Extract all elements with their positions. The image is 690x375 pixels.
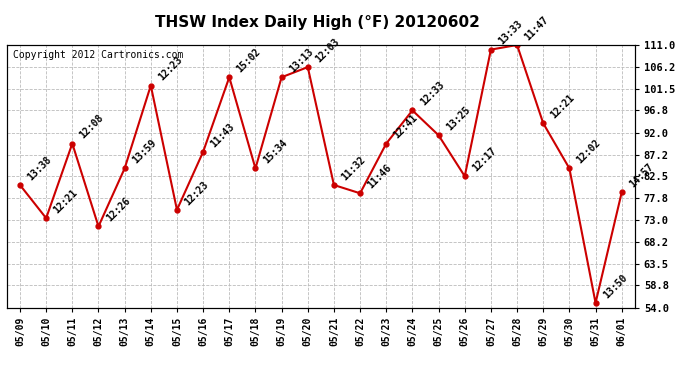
Text: 11:43: 11:43 — [208, 121, 237, 149]
Text: THSW Index Daily High (°F) 20120602: THSW Index Daily High (°F) 20120602 — [155, 15, 480, 30]
Text: 12:21: 12:21 — [52, 188, 79, 215]
Text: 14:57: 14:57 — [627, 162, 655, 190]
Text: 15:34: 15:34 — [261, 138, 289, 166]
Text: 13:50: 13:50 — [601, 272, 629, 300]
Text: 12:08: 12:08 — [78, 113, 106, 141]
Text: 13:13: 13:13 — [287, 46, 315, 75]
Text: 11:32: 11:32 — [339, 154, 367, 182]
Text: 12:21: 12:21 — [549, 93, 577, 120]
Text: 11:46: 11:46 — [366, 163, 393, 190]
Text: 12:02: 12:02 — [575, 138, 603, 166]
Text: 12:17: 12:17 — [471, 146, 498, 174]
Text: 12:26: 12:26 — [104, 196, 132, 223]
Text: 13:25: 13:25 — [444, 105, 472, 132]
Text: 12:33: 12:33 — [418, 80, 446, 108]
Text: 15:02: 15:02 — [235, 46, 263, 75]
Text: 12:23: 12:23 — [183, 179, 210, 207]
Text: 12:23: 12:23 — [157, 55, 184, 83]
Text: 13:59: 13:59 — [130, 138, 158, 166]
Text: Copyright 2012 Cartronics.com: Copyright 2012 Cartronics.com — [13, 50, 184, 60]
Text: 11:47: 11:47 — [522, 14, 551, 42]
Text: 13:33: 13:33 — [497, 19, 524, 47]
Text: 12:41: 12:41 — [392, 113, 420, 141]
Text: 12:03: 12:03 — [313, 36, 341, 64]
Text: 13:38: 13:38 — [26, 154, 53, 182]
